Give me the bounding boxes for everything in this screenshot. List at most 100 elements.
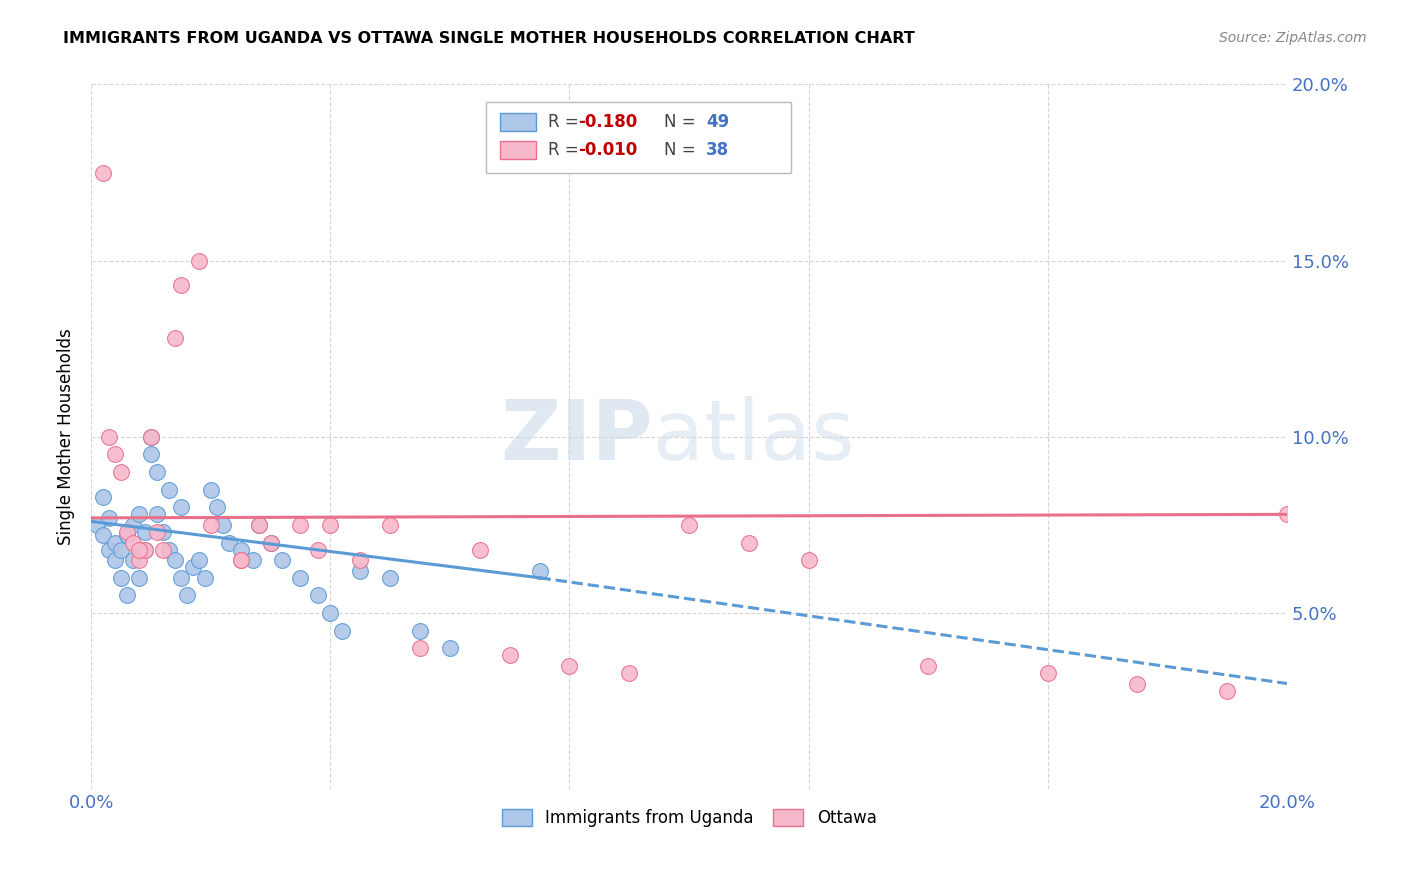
Text: atlas: atlas	[654, 396, 855, 477]
Point	[91, 528, 114, 542]
FancyBboxPatch shape	[485, 102, 790, 172]
Point	[104, 535, 127, 549]
Point	[349, 553, 371, 567]
Point	[86, 517, 108, 532]
Point	[319, 606, 342, 620]
Legend: Immigrants from Uganda, Ottawa: Immigrants from Uganda, Ottawa	[495, 802, 883, 834]
Point	[187, 253, 209, 268]
Point	[134, 524, 156, 539]
Point	[104, 553, 127, 567]
Point	[1036, 665, 1059, 680]
Point	[187, 553, 209, 567]
Point	[439, 641, 461, 656]
Point	[146, 524, 169, 539]
Point	[205, 500, 228, 515]
Point	[152, 524, 174, 539]
Point	[1275, 508, 1298, 522]
Text: 49: 49	[706, 112, 730, 131]
FancyBboxPatch shape	[501, 112, 536, 131]
Point	[134, 542, 156, 557]
Point	[110, 571, 132, 585]
Point	[181, 560, 204, 574]
Point	[738, 535, 761, 549]
Text: ZIP: ZIP	[501, 396, 654, 477]
Text: R =: R =	[548, 141, 583, 159]
Point	[319, 517, 342, 532]
Point	[558, 659, 581, 673]
Text: 38: 38	[706, 141, 728, 159]
Point	[122, 553, 145, 567]
Text: IMMIGRANTS FROM UGANDA VS OTTAWA SINGLE MOTHER HOUSEHOLDS CORRELATION CHART: IMMIGRANTS FROM UGANDA VS OTTAWA SINGLE …	[63, 31, 915, 46]
Point	[98, 511, 121, 525]
Point	[122, 535, 145, 549]
Point	[619, 665, 641, 680]
Point	[115, 588, 138, 602]
Point	[128, 553, 150, 567]
Point	[139, 430, 162, 444]
Y-axis label: Single Mother Households: Single Mother Households	[58, 328, 75, 545]
Text: N =: N =	[664, 141, 700, 159]
Point	[146, 465, 169, 479]
Point	[229, 553, 252, 567]
Point	[409, 624, 432, 638]
Point	[146, 508, 169, 522]
Point	[330, 624, 353, 638]
Point	[378, 517, 401, 532]
Point	[259, 535, 281, 549]
Point	[91, 490, 114, 504]
Point	[378, 571, 401, 585]
Point	[917, 659, 939, 673]
Point	[290, 517, 312, 532]
Point	[290, 571, 312, 585]
Point	[409, 641, 432, 656]
Point	[163, 331, 186, 345]
Point	[247, 517, 270, 532]
Point	[349, 564, 371, 578]
Point	[157, 483, 180, 497]
Point	[91, 165, 114, 179]
Point	[468, 542, 491, 557]
Point	[163, 553, 186, 567]
Point	[115, 524, 138, 539]
Point	[307, 588, 329, 602]
Point	[157, 542, 180, 557]
Point	[529, 564, 551, 578]
Text: -0.010: -0.010	[578, 141, 637, 159]
Point	[242, 553, 264, 567]
Text: -0.180: -0.180	[578, 112, 637, 131]
Point	[499, 648, 522, 663]
Text: R =: R =	[548, 112, 583, 131]
Point	[115, 528, 138, 542]
Text: N =: N =	[664, 112, 700, 131]
Point	[1216, 683, 1239, 698]
Point	[152, 542, 174, 557]
Point	[218, 535, 240, 549]
Point	[139, 447, 162, 461]
Point	[128, 571, 150, 585]
Point	[98, 430, 121, 444]
Point	[122, 517, 145, 532]
Point	[1126, 676, 1149, 690]
Point	[229, 542, 252, 557]
Point	[200, 517, 222, 532]
Point	[259, 535, 281, 549]
Point	[134, 542, 156, 557]
Point	[170, 500, 193, 515]
Point	[104, 447, 127, 461]
Point	[110, 542, 132, 557]
Point	[170, 278, 193, 293]
Point	[128, 542, 150, 557]
Point	[170, 571, 193, 585]
Point	[139, 430, 162, 444]
Point	[110, 465, 132, 479]
Point	[200, 483, 222, 497]
Point	[271, 553, 294, 567]
Point	[128, 508, 150, 522]
Point	[98, 542, 121, 557]
Point	[211, 517, 233, 532]
Point	[678, 517, 700, 532]
Point	[247, 517, 270, 532]
Point	[229, 553, 252, 567]
Point	[176, 588, 198, 602]
FancyBboxPatch shape	[501, 141, 536, 159]
